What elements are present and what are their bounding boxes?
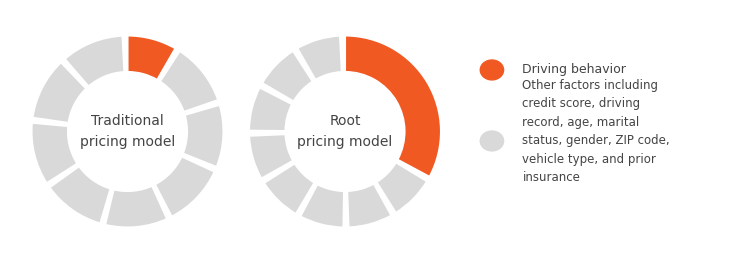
Circle shape [480,60,503,80]
Wedge shape [262,51,313,102]
Text: Traditional
pricing model: Traditional pricing model [80,114,175,149]
Wedge shape [160,51,218,112]
Text: Driving behavior: Driving behavior [523,63,626,77]
Circle shape [480,131,503,151]
Wedge shape [249,134,293,179]
Wedge shape [64,36,125,87]
Wedge shape [300,184,344,227]
Text: Other factors including
credit score, driving
record, age, marital
status, gende: Other factors including credit score, dr… [523,79,670,184]
Wedge shape [105,186,167,227]
Wedge shape [183,105,224,167]
Wedge shape [32,123,77,183]
Text: Root
pricing model: Root pricing model [297,114,393,149]
Wedge shape [264,163,314,214]
Wedge shape [249,88,292,131]
Wedge shape [345,36,441,177]
Wedge shape [376,162,427,213]
Wedge shape [155,156,214,217]
Wedge shape [128,36,176,80]
Wedge shape [297,36,342,80]
Wedge shape [32,62,86,123]
Wedge shape [50,166,110,224]
Wedge shape [347,184,392,227]
